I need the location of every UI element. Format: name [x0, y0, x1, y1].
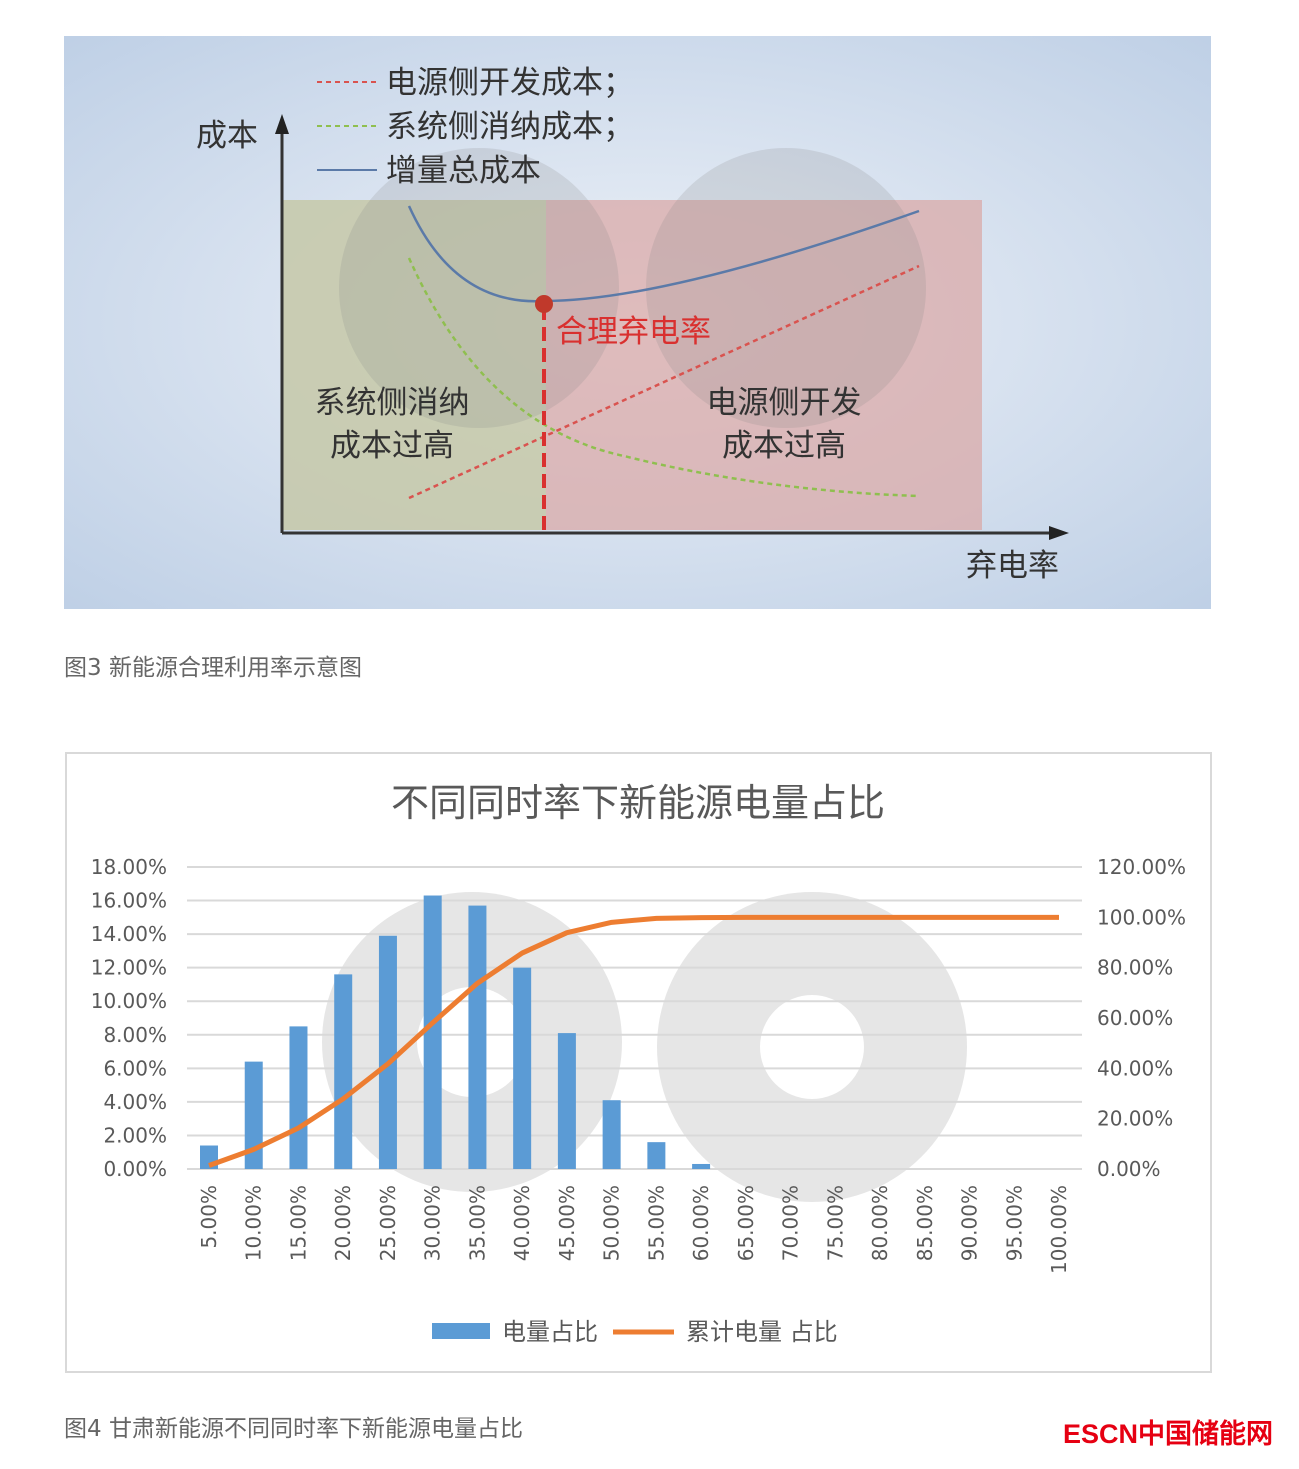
y-left-tick: 8.00%	[103, 1023, 167, 1047]
x-axis-label: 弃电率	[966, 548, 1059, 584]
total-cost-curve	[407, 205, 920, 303]
bar	[602, 1100, 621, 1169]
x-tick: 20.00%	[331, 1185, 355, 1261]
y-left-tick: 4.00%	[103, 1090, 167, 1114]
x-tick: 35.00%	[465, 1185, 489, 1261]
y-right-tick: 60.00%	[1097, 1006, 1173, 1030]
y-right-tick: 80.00%	[1097, 956, 1173, 980]
legend-bar-label: 电量占比	[502, 1318, 598, 1346]
bar	[513, 967, 532, 1169]
optimal-label: 合理弃电率	[556, 314, 711, 350]
left-region	[282, 200, 546, 530]
bar	[647, 1142, 666, 1169]
cumulative-line	[208, 914, 1059, 1168]
y-left-tick: 2.00%	[103, 1123, 167, 1147]
x-tick: 50.00%	[600, 1185, 624, 1261]
chart-title: 不同同时率下新能源电量占比	[391, 781, 885, 825]
escn-logo: ESCN中国储能网	[1062, 1419, 1273, 1449]
y-left-tick: 0.00%	[103, 1157, 167, 1181]
bar	[244, 1061, 263, 1169]
y-left-tick: 6.00%	[103, 1056, 167, 1080]
figure4-caption: 图4 甘肃新能源不同同时率下新能源电量占比	[64, 1416, 523, 1442]
y-right-tick: 120.00%	[1097, 855, 1186, 879]
right-region	[546, 200, 982, 530]
legend-system-cost: 系统侧消纳成本；	[386, 109, 634, 145]
y-right-tick: 100.00%	[1097, 905, 1186, 929]
figure3-diagram: 电源侧开发成本； 系统侧消纳成本； 增量总成本 成本 弃电率 合理弃电率 系统侧…	[64, 36, 1211, 609]
y-left-tick: 18.00%	[91, 855, 167, 879]
x-tick: 95.00%	[1002, 1185, 1026, 1261]
y-left-tick: 12.00%	[91, 956, 167, 980]
x-tick: 70.00%	[779, 1185, 803, 1261]
x-tick: 55.00%	[644, 1185, 668, 1261]
y-left-tick: 16.00%	[91, 889, 167, 913]
right-region-label: 电源侧开发	[707, 385, 862, 421]
bar	[289, 1026, 308, 1169]
x-tick: 100.00%	[1047, 1185, 1071, 1274]
y-right-tick: 20.00%	[1097, 1107, 1173, 1131]
bar	[557, 1033, 576, 1169]
x-tick: 5.00%	[197, 1185, 221, 1249]
legend-total-cost: 增量总成本	[386, 153, 541, 189]
x-tick: 15.00%	[286, 1185, 310, 1261]
source-cost-curve	[408, 264, 920, 500]
y-right-tick: 40.00%	[1097, 1056, 1173, 1080]
watermark	[760, 995, 864, 1099]
legend-line-label: 累计电量 占比	[686, 1318, 838, 1346]
y-left-tick: 14.00%	[91, 922, 167, 946]
x-tick: 10.00%	[242, 1185, 266, 1261]
system-cost-curve	[407, 257, 920, 498]
x-tick: 25.00%	[376, 1185, 400, 1261]
x-tick: 60.00%	[689, 1185, 713, 1261]
bar	[468, 905, 487, 1169]
y-right-tick: 0.00%	[1097, 1157, 1161, 1181]
legend-source-cost: 电源侧开发成本；	[386, 65, 634, 101]
x-tick: 45.00%	[555, 1185, 579, 1261]
x-tick: 85.00%	[913, 1185, 937, 1261]
left-region-label: 系统侧消纳	[315, 385, 470, 421]
y-left-tick: 10.00%	[91, 989, 167, 1013]
figure4-chart: 不同同时率下新能源电量占比 0.00% 2.00% 4.00% 6.00% 8.00% 10…	[65, 752, 1212, 1373]
bar	[334, 974, 353, 1169]
left-region-label: 成本过高	[330, 428, 454, 464]
right-region-label: 成本过高	[722, 428, 846, 464]
bar	[692, 1163, 711, 1169]
x-tick: 65.00%	[734, 1185, 758, 1261]
figure3-caption: 图3 新能源合理利用率示意图	[64, 655, 362, 681]
x-tick: 75.00%	[823, 1185, 847, 1261]
x-tick: 30.00%	[421, 1185, 445, 1261]
bar	[423, 895, 442, 1169]
bar	[378, 935, 397, 1169]
x-tick: 80.00%	[868, 1185, 892, 1261]
x-tick: 90.00%	[958, 1185, 982, 1261]
x-tick: 40.00%	[510, 1185, 534, 1261]
legend-bar-swatch	[432, 1323, 490, 1339]
chart-svg: 不同同时率下新能源电量占比 0.00% 2.00% 4.00% 6.00% 8.00% 10…	[91, 781, 1186, 1346]
y-axis-label: 成本	[196, 118, 258, 154]
